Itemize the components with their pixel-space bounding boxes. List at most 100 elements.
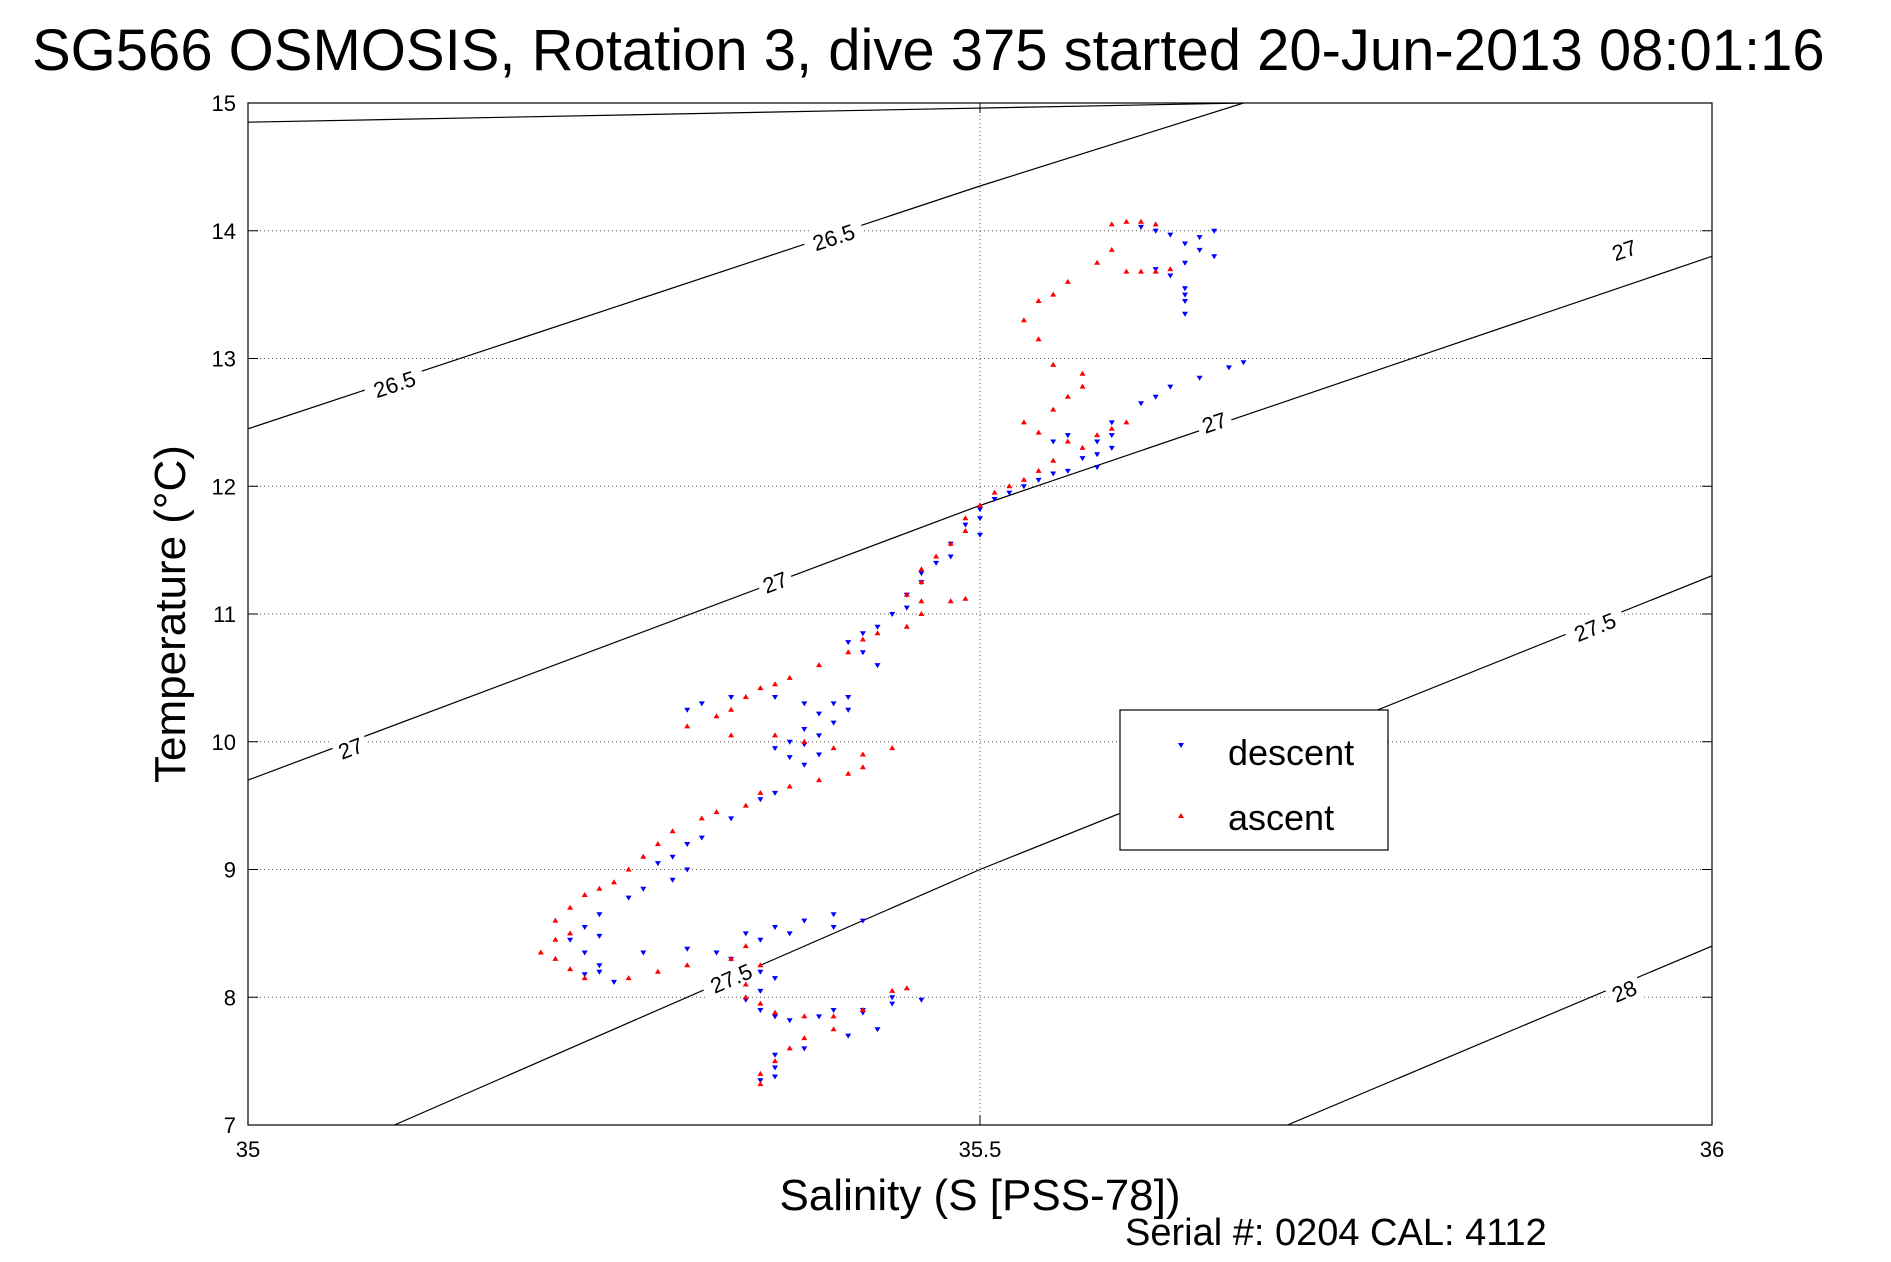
ascent-point [742,981,749,987]
descent-point [684,842,691,847]
ascent-point [654,968,661,974]
ascent-point [859,751,866,757]
descent-point [567,937,574,943]
descent-point [728,816,735,822]
ascent-point [962,515,969,521]
density-contour-26.5 [248,103,1244,123]
descent-point [933,560,940,566]
descent-point [1094,439,1101,445]
descent-point [1196,247,1203,253]
ascent-point [874,630,881,636]
descent-point [801,701,808,707]
x-tick-label: 36 [1700,1137,1724,1162]
ascent-point [903,623,910,629]
descent-point [786,755,793,761]
descent-point [757,1078,764,1084]
descent-point [1064,468,1071,474]
descent-point [859,650,866,656]
ascent-point [684,723,691,729]
descent-point [1079,456,1086,462]
legend-marker-ascent [1178,813,1184,818]
descent-point [772,925,778,930]
descent-point [786,1018,793,1024]
ascent-point [933,553,940,559]
contour-label-bg [698,954,764,1003]
x-tick-label: 35.5 [959,1137,1002,1162]
ascent-point [713,809,720,814]
ascent-point [728,955,735,961]
descent-point [991,497,998,502]
legend: descent ascent [1119,709,1389,851]
descent-point [772,790,778,796]
ascent-point [567,966,574,972]
ascent-point [1123,268,1130,274]
ascent-point [1123,218,1130,224]
ascent-point [1020,476,1027,482]
ascent-point [1079,383,1086,389]
descent-point [713,950,720,956]
descent-point [816,1014,822,1020]
descent-point [1108,433,1115,439]
descent-point [757,797,764,803]
axis-ticks: 35 35.5 36 7 8 9 10 11 12 13 14 15 [212,91,1725,1162]
descent-point [889,995,896,1001]
descent-point [859,918,866,924]
descent-point [830,720,837,726]
ascent-point [1064,278,1071,284]
ascent-point [1152,268,1159,274]
descent-point [977,507,983,513]
descent-point [757,969,764,975]
ascent-point [830,745,837,751]
ascent-point [772,732,778,738]
ascent-point [772,1058,778,1064]
descent-point [772,746,778,752]
ascent-point [1035,467,1042,473]
ascent-point [684,962,691,968]
ascent-point [625,975,632,981]
ascent-point [845,649,852,655]
legend-box [1119,709,1389,851]
descent-point [1138,224,1144,230]
descent-point [889,612,896,617]
descent-point [786,739,793,745]
density-contour-27.5 [394,575,1712,1125]
serial-cal-footer: Serial #: 0204 CAL: 4112 [1125,1212,1547,1254]
y-tick-label: 15 [212,91,236,116]
descent-point [1020,484,1027,490]
descent-point [698,701,705,707]
y-tick-label: 9 [224,858,236,883]
descent-point [1240,360,1247,366]
ascent-point [1050,291,1057,297]
descent-point [830,912,837,918]
ascent-point [1123,419,1130,425]
ascent-point [581,975,588,981]
ascent-point [1020,419,1027,425]
ascent-point [786,783,793,789]
ascent-point [1138,268,1144,274]
descent-point [816,711,822,717]
descent-point [581,950,588,956]
ascent-point [742,943,749,949]
ascent-point [991,489,998,495]
ascent-point [1050,361,1057,367]
ascent-point [757,1081,764,1087]
descent-point [596,963,603,969]
descent-point [816,733,822,739]
ascent-point [859,764,866,770]
descent-point [874,663,881,669]
descent-point [1152,394,1159,400]
descent-point [1094,452,1101,458]
ascent-point [552,955,559,961]
descent-point [1094,465,1101,471]
descent-point [1211,254,1218,260]
descent-point [757,937,764,943]
ascent-point [1108,425,1115,431]
legend-marker-descent [1178,743,1184,748]
ascent-point [1050,457,1057,463]
ascent-point [903,985,910,991]
ascent-point [962,528,969,533]
contour-label-bg [754,563,796,601]
descent-point [684,707,691,713]
descent-point [903,605,910,611]
